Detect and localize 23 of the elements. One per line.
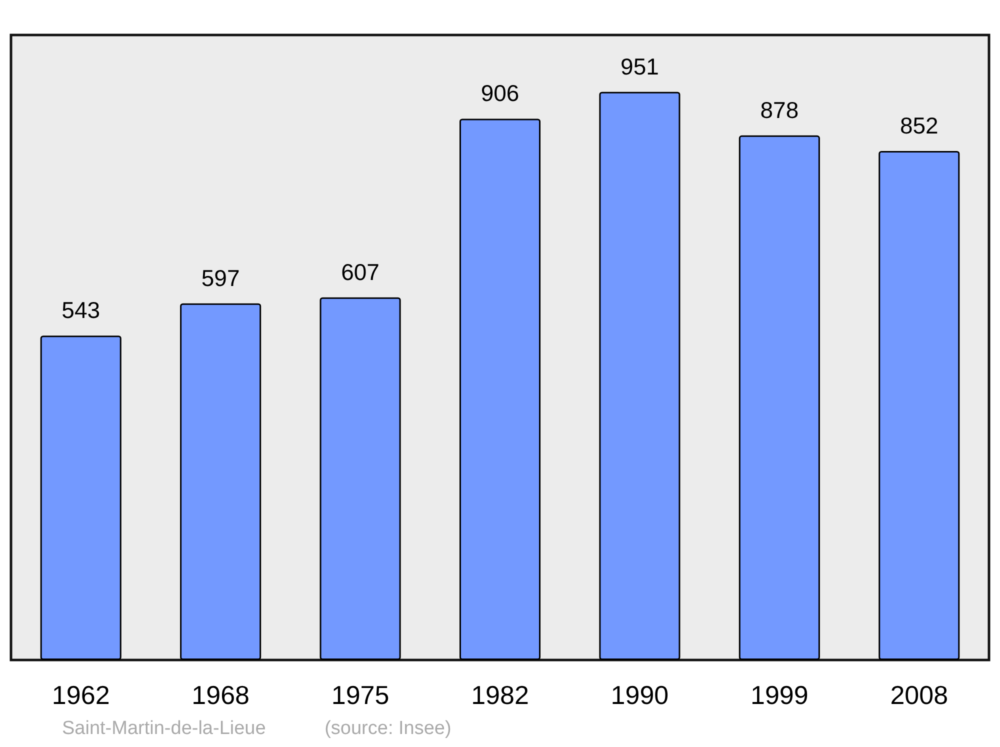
- bar: [878, 150, 960, 660]
- x-tick-label: 1962: [52, 680, 110, 710]
- data-label: 878: [760, 96, 799, 123]
- bar: [459, 118, 541, 660]
- text: (source: Insee): [324, 718, 452, 739]
- x-tick-label: 2008: [890, 680, 948, 710]
- x-tick-label: 1982: [471, 680, 529, 710]
- x-tick-label: 1975: [331, 680, 390, 710]
- bar: [40, 336, 122, 660]
- x-tick-label: 1968: [192, 680, 250, 710]
- data-label: 852: [900, 112, 938, 138]
- x-tick-label: 1990: [610, 680, 669, 710]
- data-label: 951: [620, 53, 659, 80]
- data-label: 607: [341, 258, 380, 285]
- bar: [320, 297, 401, 660]
- x-tick-label: 1999: [750, 680, 808, 710]
- bar: [599, 92, 680, 660]
- data-label: 543: [62, 297, 100, 324]
- data-label: 906: [480, 80, 520, 106]
- bar: [180, 303, 262, 660]
- text: Saint-Martin-de-la-Lieue: [62, 718, 266, 739]
- data-label: 597: [201, 264, 240, 291]
- bar: [738, 135, 820, 660]
